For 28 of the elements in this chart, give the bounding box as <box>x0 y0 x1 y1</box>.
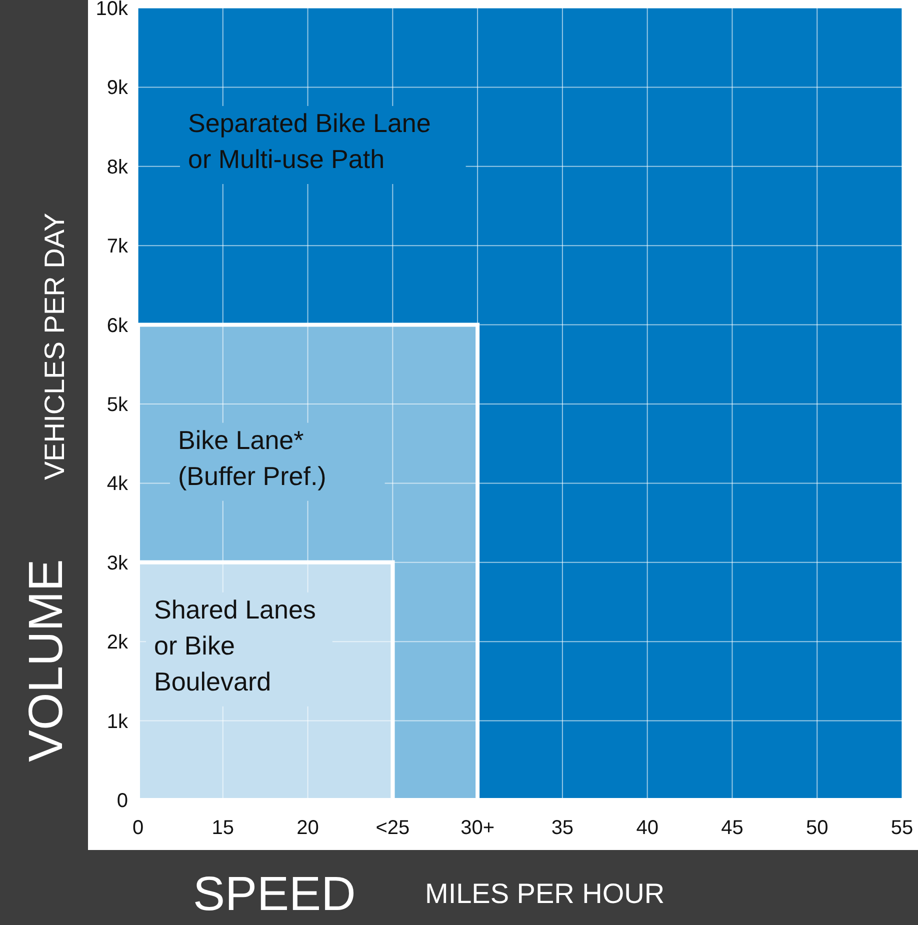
y-tick-label: 4k <box>106 473 129 496</box>
x-tick-label: 30+ <box>460 817 495 839</box>
y-tick-label: 3k <box>106 552 129 574</box>
x-tick-label: 15 <box>212 817 234 839</box>
text: VEHICLES PER DAY <box>39 212 70 480</box>
x-tick-label: 40 <box>636 817 658 839</box>
x-tick-label: 50 <box>806 817 828 839</box>
y-tick-label: 2k <box>106 632 129 654</box>
x-axis-title: SPEED <box>193 868 356 921</box>
series-label: Bike Lane* (Buffer Pref.) <box>178 424 326 491</box>
y-tick-label: 6k <box>106 314 129 337</box>
x-tick-label: 55 <box>890 817 914 839</box>
x-tick-label: 20 <box>296 817 319 839</box>
y-axis-title: VOLUME <box>20 559 73 762</box>
text: MILES PER HOUR <box>425 878 665 909</box>
y-tick-label: 1k <box>106 710 129 733</box>
y-tick-label: 8k <box>106 156 129 178</box>
series-label: Separated Bike Lane or Multi-use Path <box>188 108 431 174</box>
x-tick-label: 45 <box>721 817 744 839</box>
x-tick-label: <25 <box>376 817 410 839</box>
y-tick-label: 9k <box>106 77 129 100</box>
series-label: Shared Lanes or Bike Boulevard <box>154 594 316 696</box>
y-tick-label: 5k <box>106 394 129 416</box>
y-tick-label: 10k <box>96 0 129 20</box>
y-tick-label: 0 <box>116 790 128 812</box>
y-tick-label: 7k <box>106 236 129 258</box>
x-tick-label: 0 <box>132 817 144 839</box>
x-tick-label: 35 <box>551 817 574 839</box>
